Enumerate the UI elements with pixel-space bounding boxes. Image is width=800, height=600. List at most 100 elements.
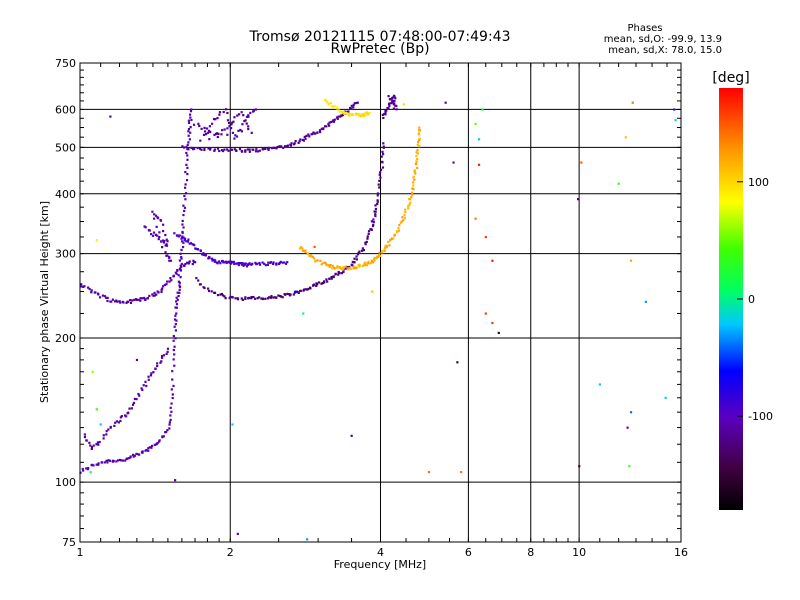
data-point bbox=[497, 331, 500, 335]
data-point bbox=[346, 110, 349, 114]
data-point bbox=[331, 264, 335, 268]
data-point bbox=[151, 234, 155, 237]
data-point bbox=[577, 198, 580, 201]
data-point bbox=[254, 108, 257, 111]
data-point bbox=[340, 114, 343, 118]
data-point bbox=[381, 160, 384, 163]
y-tick-label: 100 bbox=[55, 476, 76, 489]
data-point bbox=[272, 296, 275, 299]
data-point bbox=[393, 234, 396, 237]
data-point bbox=[125, 415, 128, 418]
data-point bbox=[144, 226, 147, 229]
data-point bbox=[228, 125, 231, 128]
data-point bbox=[196, 146, 199, 150]
data-point bbox=[336, 106, 339, 109]
data-point bbox=[404, 211, 407, 214]
data-point bbox=[91, 370, 94, 373]
data-point bbox=[387, 102, 391, 105]
data-point bbox=[118, 458, 122, 462]
data-point bbox=[141, 388, 144, 392]
data-point bbox=[644, 300, 647, 303]
data-point bbox=[168, 423, 171, 426]
data-point bbox=[154, 233, 157, 236]
data-point bbox=[269, 261, 273, 264]
data-point bbox=[418, 137, 421, 140]
data-point bbox=[197, 122, 200, 125]
data-point bbox=[144, 380, 147, 383]
data-point bbox=[248, 262, 251, 265]
data-point bbox=[330, 120, 333, 124]
data-point bbox=[110, 300, 113, 303]
data-point bbox=[145, 384, 148, 388]
data-point bbox=[325, 262, 328, 265]
data-point bbox=[115, 420, 118, 423]
data-point bbox=[363, 112, 366, 115]
data-point bbox=[382, 116, 385, 120]
data-point bbox=[183, 238, 186, 242]
data-point bbox=[240, 130, 243, 133]
data-point bbox=[403, 217, 407, 220]
data-point bbox=[120, 415, 123, 418]
data-point bbox=[164, 244, 167, 247]
data-point bbox=[414, 162, 418, 166]
data-point bbox=[230, 148, 233, 151]
data-point bbox=[314, 259, 318, 262]
data-point bbox=[248, 150, 251, 153]
data-point bbox=[347, 267, 350, 270]
data-point bbox=[322, 261, 325, 265]
data-point bbox=[165, 352, 168, 355]
data-point bbox=[105, 430, 108, 433]
data-point bbox=[172, 348, 175, 352]
data-point bbox=[182, 146, 186, 149]
data-point bbox=[325, 125, 328, 128]
data-point bbox=[222, 261, 226, 264]
data-point bbox=[186, 240, 190, 243]
data-point bbox=[355, 266, 358, 269]
data-point bbox=[193, 147, 196, 150]
data-point bbox=[185, 151, 188, 155]
data-point bbox=[85, 467, 88, 470]
data-point bbox=[323, 125, 327, 128]
data-point bbox=[165, 243, 168, 246]
data-point bbox=[664, 396, 667, 400]
data-point bbox=[133, 397, 137, 401]
y-tick-label: 500 bbox=[55, 141, 76, 154]
data-point bbox=[323, 98, 327, 101]
data-point bbox=[190, 118, 193, 122]
data-point bbox=[364, 114, 367, 117]
data-point bbox=[395, 230, 399, 233]
data-point bbox=[367, 232, 370, 236]
data-point bbox=[384, 113, 387, 116]
data-point bbox=[184, 262, 187, 266]
data-point bbox=[120, 459, 123, 462]
data-point bbox=[444, 101, 447, 104]
data-point bbox=[162, 241, 166, 244]
data-point bbox=[263, 262, 266, 265]
data-point bbox=[240, 297, 243, 300]
data-point bbox=[318, 129, 322, 132]
data-point bbox=[484, 312, 487, 315]
data-point bbox=[254, 261, 257, 264]
data-point bbox=[95, 443, 98, 446]
data-point bbox=[629, 411, 633, 414]
data-point bbox=[407, 207, 410, 210]
data-point bbox=[352, 261, 355, 264]
data-point bbox=[247, 125, 250, 128]
data-point bbox=[452, 161, 455, 164]
data-point bbox=[236, 298, 240, 301]
data-point bbox=[351, 264, 354, 267]
data-point bbox=[381, 251, 384, 254]
data-point bbox=[186, 147, 189, 151]
data-point bbox=[210, 257, 214, 260]
data-point bbox=[198, 124, 201, 128]
data-point bbox=[358, 264, 361, 267]
data-point bbox=[364, 261, 367, 264]
data-point bbox=[327, 264, 331, 267]
data-point bbox=[239, 262, 242, 265]
data-point bbox=[395, 108, 398, 111]
data-point bbox=[173, 353, 176, 356]
data-point bbox=[280, 145, 283, 148]
data-point bbox=[374, 207, 377, 211]
data-point bbox=[393, 100, 396, 103]
data-point bbox=[195, 276, 198, 280]
